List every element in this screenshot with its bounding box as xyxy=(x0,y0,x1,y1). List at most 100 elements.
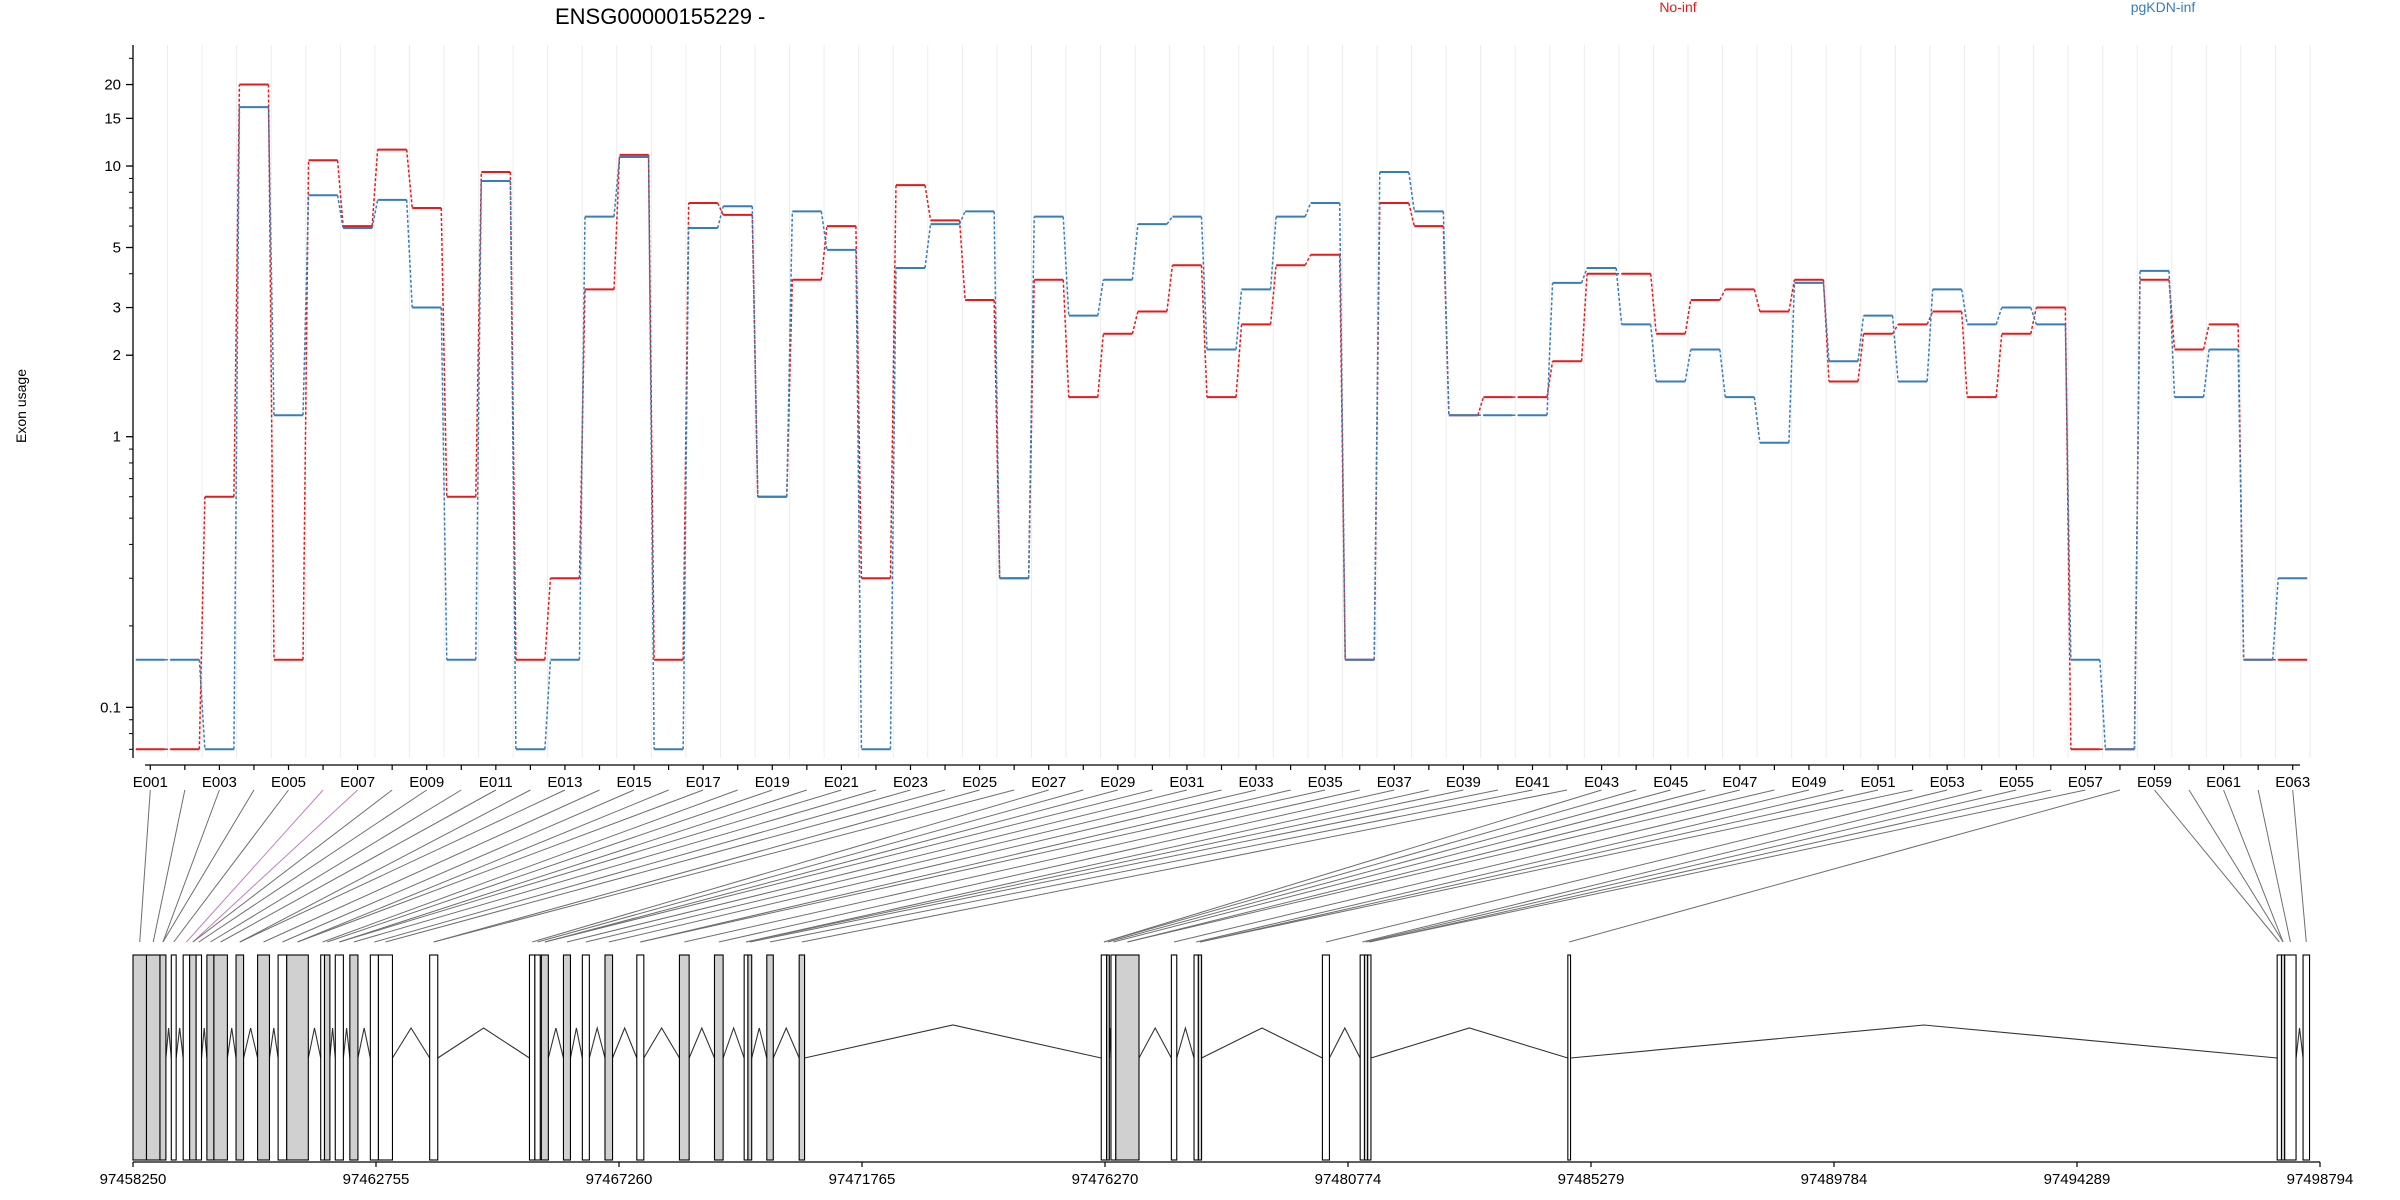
exon-connector xyxy=(433,789,980,943)
exon-block xyxy=(213,954,228,1161)
data-connector xyxy=(1338,254,1346,660)
data-connector xyxy=(613,154,621,290)
legend-label-no-inf: No-inf xyxy=(1659,0,1696,15)
data-connector xyxy=(198,496,206,750)
data-connector xyxy=(993,211,1001,579)
intron-line xyxy=(2295,1027,2304,1059)
exon-block xyxy=(534,954,541,1161)
data-connector xyxy=(440,207,448,497)
exon-connector xyxy=(1127,789,1740,943)
exon-block xyxy=(2284,954,2297,1161)
exon-block xyxy=(713,954,724,1161)
y-tick-label: 0.1 xyxy=(100,699,121,716)
exon-block xyxy=(1359,954,1366,1161)
data-connector xyxy=(2064,324,2072,660)
y-tick-label: 10 xyxy=(104,158,121,175)
data-connector xyxy=(2237,349,2245,660)
data-connector xyxy=(1753,397,1761,443)
data-connector xyxy=(716,206,724,229)
exon-connector xyxy=(297,789,704,943)
exon-connector xyxy=(192,789,358,943)
x-tick-label: E063 xyxy=(2275,774,2310,791)
x-tick-label: E015 xyxy=(617,774,652,791)
exon-connector xyxy=(1365,789,2017,943)
exon-block xyxy=(369,954,379,1161)
data-connector xyxy=(1166,216,1174,225)
exon-connector xyxy=(684,789,1360,943)
exon-connector xyxy=(353,789,877,943)
data-connector xyxy=(958,220,966,301)
exon-block xyxy=(604,954,614,1161)
y-tick-label: 3 xyxy=(113,300,121,317)
intron-line xyxy=(165,1027,172,1059)
exon-connector xyxy=(1103,789,1637,943)
data-connector xyxy=(1097,333,1105,398)
exon-connector xyxy=(339,789,807,943)
intron-line xyxy=(1201,1027,1323,1059)
x-tick-label: E007 xyxy=(340,774,375,791)
data-connector xyxy=(958,211,966,225)
intron-line xyxy=(307,1027,322,1059)
data-connector xyxy=(1891,315,1899,382)
exon-block xyxy=(235,954,245,1161)
x-tick-label: E061 xyxy=(2206,774,2241,791)
exon-block xyxy=(2276,954,2283,1161)
exon-block xyxy=(189,954,197,1161)
intron-line xyxy=(569,1027,583,1059)
exon-block xyxy=(182,954,191,1161)
exon-connector xyxy=(192,789,393,943)
exon-connector xyxy=(282,789,635,943)
data-connector xyxy=(682,228,690,750)
x-tick-label: E033 xyxy=(1239,774,1274,791)
intron-line xyxy=(1138,1026,1172,1059)
exon-block xyxy=(206,954,215,1161)
data-connector xyxy=(786,211,794,497)
genomic-tick-label: 97458250 xyxy=(100,1171,167,1188)
exon-connector xyxy=(433,789,1015,943)
exon-connector xyxy=(1569,789,2121,943)
exon-block xyxy=(540,954,549,1161)
exon-connector xyxy=(801,789,1568,943)
exon-connector xyxy=(769,789,1533,943)
x-axis: E001 E003 E005 E007 E009 E011 E013 E015 E017 E019… xyxy=(133,764,2310,791)
intron-line xyxy=(391,1026,431,1059)
exon-block xyxy=(1197,954,1203,1161)
x-tick-label: E047 xyxy=(1722,774,1757,791)
x-tick-label: E059 xyxy=(2137,774,2172,791)
exon-block xyxy=(257,954,271,1161)
genomic-tick-label: 97494289 xyxy=(2044,1171,2111,1188)
exon-block xyxy=(1115,954,1140,1161)
exon-block xyxy=(145,954,161,1161)
intron-line xyxy=(268,1027,279,1059)
intron-line xyxy=(1176,1026,1195,1059)
data-connector xyxy=(1338,203,1346,660)
exon-connector xyxy=(532,789,1049,943)
data-connector xyxy=(1684,349,1692,382)
data-connector xyxy=(2168,270,2176,398)
exon-block xyxy=(1367,954,1372,1161)
data-connector xyxy=(405,199,413,308)
exon-connector xyxy=(1199,789,1879,943)
exon-block xyxy=(798,954,806,1161)
data-connector xyxy=(1649,273,1657,334)
exon-connector xyxy=(745,789,1464,943)
data-connector xyxy=(1442,211,1450,416)
data-connector xyxy=(578,216,586,660)
y-tick-label: 1 xyxy=(113,429,121,446)
data-connector xyxy=(1408,202,1416,227)
genomic-axis: 97458250 97462755 97467260 97471765 97476270… xyxy=(100,1161,2354,1188)
data-connector xyxy=(2030,307,2038,334)
intron-line xyxy=(243,1027,259,1059)
genomic-tick-label: 97480774 xyxy=(1315,1171,1382,1188)
y-tick-label: 2 xyxy=(113,347,121,364)
x-tick-label: E057 xyxy=(2068,774,2103,791)
data-connector xyxy=(1546,282,1554,416)
exon-connector xyxy=(339,789,842,943)
intron-line xyxy=(437,1027,530,1059)
data-connector xyxy=(751,206,759,497)
data-connector xyxy=(1995,333,2003,398)
genomic-tick-label: 97498794 xyxy=(2287,1171,2354,1188)
data-connector xyxy=(475,172,483,497)
series-no-inf xyxy=(135,83,2308,751)
exon-connector xyxy=(2188,789,2284,943)
